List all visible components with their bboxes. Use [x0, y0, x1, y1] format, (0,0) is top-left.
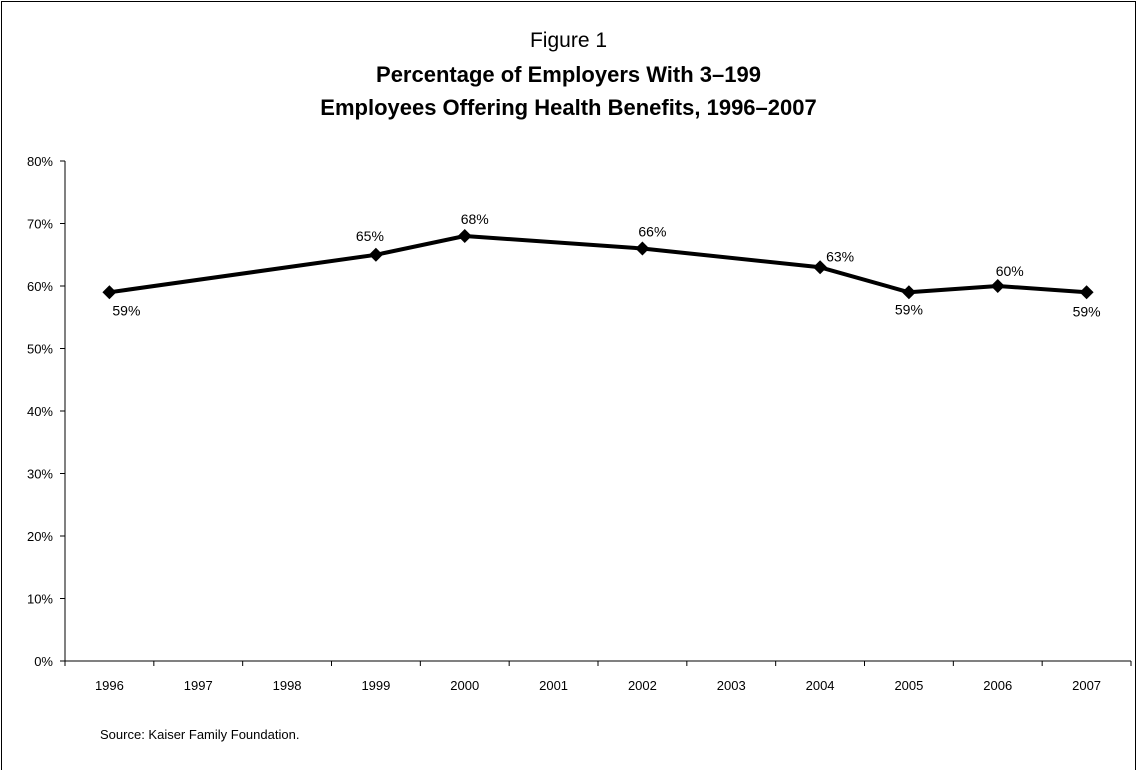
data-label: 66% — [638, 224, 666, 240]
x-tick-label: 1998 — [273, 678, 302, 693]
data-label: 59% — [1073, 303, 1101, 319]
series-line — [109, 234, 1087, 295]
data-label: 68% — [461, 211, 489, 227]
x-tick-label: 1997 — [184, 678, 213, 693]
y-tick-label: 40% — [27, 404, 53, 419]
data-point-marker — [813, 260, 828, 275]
x-tick-label: 2003 — [717, 678, 746, 693]
data-point-marker — [635, 241, 650, 256]
y-tick-label: 10% — [27, 592, 53, 607]
y-tick-label: 20% — [27, 529, 53, 544]
x-tick-label: 2000 — [450, 678, 479, 693]
x-tick-label: 1996 — [95, 678, 124, 693]
y-tick-label: 60% — [27, 279, 53, 294]
data-point-marker — [990, 279, 1005, 293]
data-point-marker — [901, 285, 916, 300]
data-label: 60% — [996, 263, 1024, 279]
x-tick-label: 2001 — [539, 678, 568, 693]
y-axis: 0% 10% 20% 30% 40% 50% 60% 70% 80% — [27, 154, 66, 669]
data-label: 63% — [826, 248, 854, 264]
data-point-marker — [102, 285, 117, 300]
data-point-marker — [368, 247, 383, 262]
y-tick-label: 70% — [27, 217, 53, 232]
x-axis: 1996 1997 1998 1999 2000 2001 2002 2003 2004 2005… — [64, 660, 1132, 693]
x-tick-label: 2005 — [894, 678, 923, 693]
x-tick-label: 1999 — [361, 678, 390, 693]
x-tick-label: 2006 — [983, 678, 1012, 693]
x-tick-label: 2002 — [628, 678, 657, 693]
y-tick-label: 0% — [34, 654, 53, 669]
chart-title-line-1: Percentage of Employers With 3–199 — [376, 62, 761, 87]
data-label: 59% — [112, 302, 140, 318]
source-note: Source: Kaiser Family Foundation. — [100, 727, 300, 742]
y-tick-label: 80% — [27, 154, 53, 169]
series-group: 59% 65% 68% 66% 63% 59% 60% 59% — [102, 211, 1101, 319]
y-tick-label: 50% — [27, 342, 53, 357]
data-point-marker — [457, 229, 472, 243]
x-tick-label: 2004 — [806, 678, 835, 693]
data-label: 59% — [895, 301, 923, 317]
chart-title-line-2: Employees Offering Health Benefits, 1996… — [320, 95, 817, 120]
figure-label: Figure 1 — [529, 29, 608, 52]
data-label: 65% — [356, 228, 384, 244]
x-tick-label: 2007 — [1072, 678, 1101, 693]
y-tick-label: 30% — [27, 467, 53, 482]
data-point-marker — [1079, 285, 1094, 300]
